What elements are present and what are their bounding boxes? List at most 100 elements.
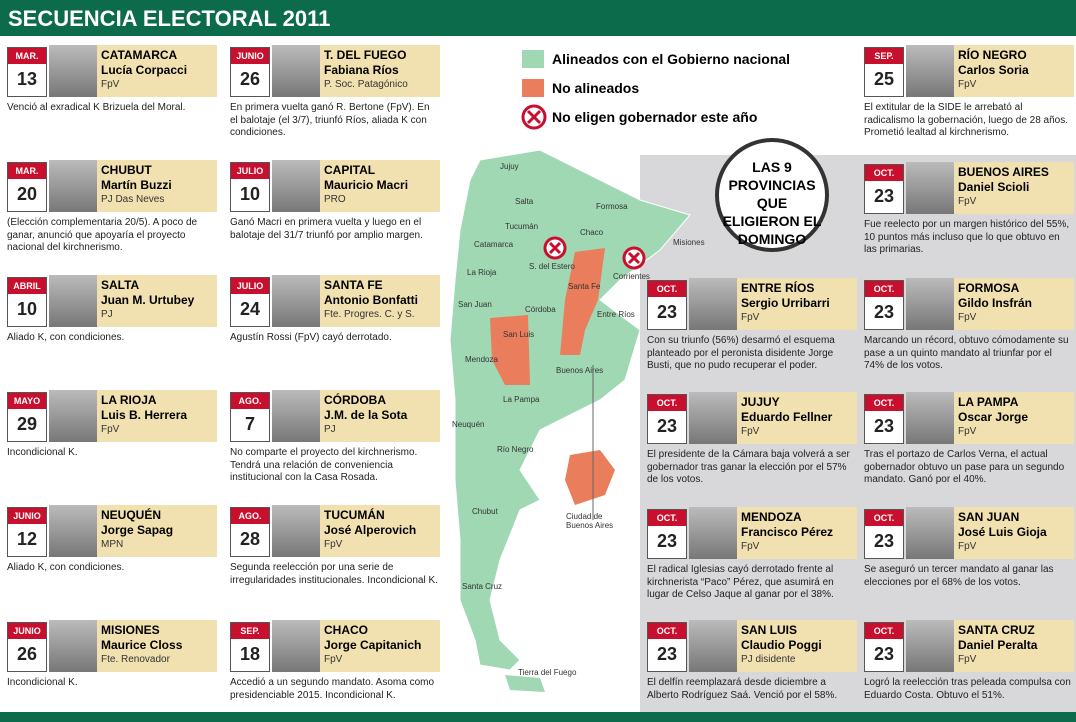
governor: Antonio Bonfatti	[324, 293, 418, 307]
map-shape	[505, 675, 545, 692]
card: MAR. 20 CHUBUT Martín Buzzi PJ Das Neves (Ele…	[5, 160, 219, 270]
governor: Maurice Closs	[101, 638, 183, 652]
governor: Fabiana Ríos	[324, 63, 399, 77]
card: JULIO 10 CAPITAL Mauricio Macri PRO Ganó Macr…	[228, 160, 442, 270]
map-label: Entre Ríos	[597, 310, 635, 319]
governor: Martín Buzzi	[101, 178, 172, 192]
calendar: MAYO 29	[7, 392, 47, 442]
province: NEUQUÉN	[101, 508, 162, 522]
photo	[49, 45, 97, 97]
card: OCT. 23 ENTRE RÍOS Sergio Urribarri FpV Con s…	[645, 278, 859, 388]
party: FpV	[958, 426, 977, 437]
map-label: Catamarca	[474, 240, 514, 249]
card: SEP. 25 RÍO NEGRO Carlos Soria FpV El extitul…	[862, 45, 1076, 155]
footer-bar	[0, 712, 1076, 722]
month: OCT.	[648, 395, 686, 411]
party: PJ disidente	[741, 654, 796, 665]
photo	[49, 390, 97, 442]
party: FpV	[741, 426, 760, 437]
calendar: OCT. 23	[647, 622, 687, 672]
province: CATAMARCA	[101, 48, 178, 62]
party: PJ Das Neves	[101, 194, 165, 205]
day: 13	[16, 69, 38, 89]
map-label: Chaco	[580, 228, 604, 237]
governor: J.M. de la Sota	[324, 408, 408, 422]
card-header: CHACO Jorge Capitanich FpV	[320, 620, 440, 672]
calendar: OCT. 23	[864, 622, 904, 672]
day: 23	[656, 644, 678, 664]
card: AGO. 7 CÓRDOBA J.M. de la Sota PJ No comparte…	[228, 390, 442, 500]
party: FpV	[958, 654, 977, 665]
map-label: S. del Estero	[529, 262, 575, 271]
description: Agustín Rossi (FpV) cayó derrotado.	[230, 332, 392, 343]
governor: Eduardo Fellner	[741, 410, 833, 424]
map-label: Buenos Aires	[556, 366, 604, 375]
party: FpV	[741, 312, 760, 323]
governor: Mauricio Macri	[324, 178, 409, 192]
month: ABRIL	[8, 278, 46, 294]
party: FpV	[958, 312, 977, 323]
party: Fte. Renovador	[101, 654, 170, 665]
card-header: FORMOSA Gildo Insfrán FpV	[954, 278, 1074, 330]
map-label: Corrientes	[613, 272, 650, 281]
day: 23	[873, 644, 895, 664]
calendar: OCT. 23	[864, 394, 904, 444]
photo	[906, 278, 954, 330]
month: SEP.	[231, 623, 269, 639]
month: SEP.	[865, 48, 903, 64]
province: SANTA CRUZ	[958, 623, 1035, 637]
month: OCT.	[865, 281, 903, 297]
party: FpV	[958, 79, 977, 90]
card: OCT. 23 SAN JUAN José Luis Gioja FpV Se asegu…	[862, 507, 1076, 617]
card: JULIO 24 SANTA FE Antonio Bonfatti Fte. Prog…	[228, 275, 442, 385]
photo	[689, 278, 737, 330]
province: CHUBUT	[101, 163, 152, 177]
title: SECUENCIA ELECTORAL 2011	[8, 6, 331, 31]
governor: Luis B. Herrera	[101, 408, 188, 422]
month: JUNIO	[8, 508, 46, 524]
card: OCT. 23 LA PAMPA Oscar Jorge FpV Tras el port…	[862, 392, 1076, 502]
month: OCT.	[865, 510, 903, 526]
calendar: OCT. 23	[864, 280, 904, 330]
map-label: La Pampa	[503, 395, 540, 404]
day: 26	[239, 69, 261, 89]
month: MAR.	[8, 163, 46, 179]
card: OCT. 23 BUENOS AIRES Daniel Scioli FpV Fue re…	[862, 162, 1076, 272]
map-label: Río Negro	[497, 445, 534, 454]
callout: LAS 9 PROVINCIAS QUE ELIGIERON EL DOMING…	[722, 159, 822, 247]
card-header: CATAMARCA Lucía Corpacci FpV	[97, 45, 217, 97]
party: FpV	[101, 424, 120, 435]
card-header: SANTA FE Antonio Bonfatti Fte. Progres. C.…	[320, 275, 440, 327]
month: JUNIO	[231, 48, 269, 64]
card-header: MENDOZA Francisco Pérez FpV	[737, 507, 857, 559]
month: OCT.	[648, 281, 686, 297]
map-label: Neuquén	[452, 420, 485, 429]
card-header: T. DEL FUEGO Fabiana Ríos P. Soc. Patagóni…	[320, 45, 440, 97]
card-header: LA RIOJA Luis B. Herrera FpV	[97, 390, 217, 442]
description: Incondicional K.	[7, 447, 78, 458]
governor: José Alperovich	[324, 523, 417, 537]
province: LA RIOJA	[101, 393, 157, 407]
calendar: OCT. 23	[864, 164, 904, 214]
photo	[49, 620, 97, 672]
map-label: Mendoza	[465, 355, 498, 364]
card-header: SAN LUIS Claudio Poggi PJ disidente	[737, 620, 857, 672]
description: Tras el portazo de Carlos Verna, el actu…	[864, 449, 1065, 485]
governor: Jorge Capitanich	[324, 638, 422, 652]
calendar: MAR. 13	[7, 47, 47, 97]
month: AGO.	[231, 393, 269, 409]
title-bar: SECUENCIA ELECTORAL 2011	[0, 0, 1076, 36]
governor: Francisco Pérez	[741, 525, 834, 539]
party: PJ	[101, 309, 113, 320]
day: 23	[656, 416, 678, 436]
map-label: Formosa	[596, 202, 628, 211]
party: P. Soc. Patagónico	[324, 79, 408, 90]
governor: Oscar Jorge	[958, 410, 1029, 424]
photo	[906, 162, 954, 214]
card: OCT. 23 MENDOZA Francisco Pérez FpV El radica…	[645, 507, 859, 617]
governor: Juan M. Urtubey	[101, 293, 195, 307]
legend-swatch	[522, 50, 544, 68]
party: Fte. Progres. C. y S.	[324, 309, 415, 320]
calendar: JULIO 10	[230, 162, 270, 212]
